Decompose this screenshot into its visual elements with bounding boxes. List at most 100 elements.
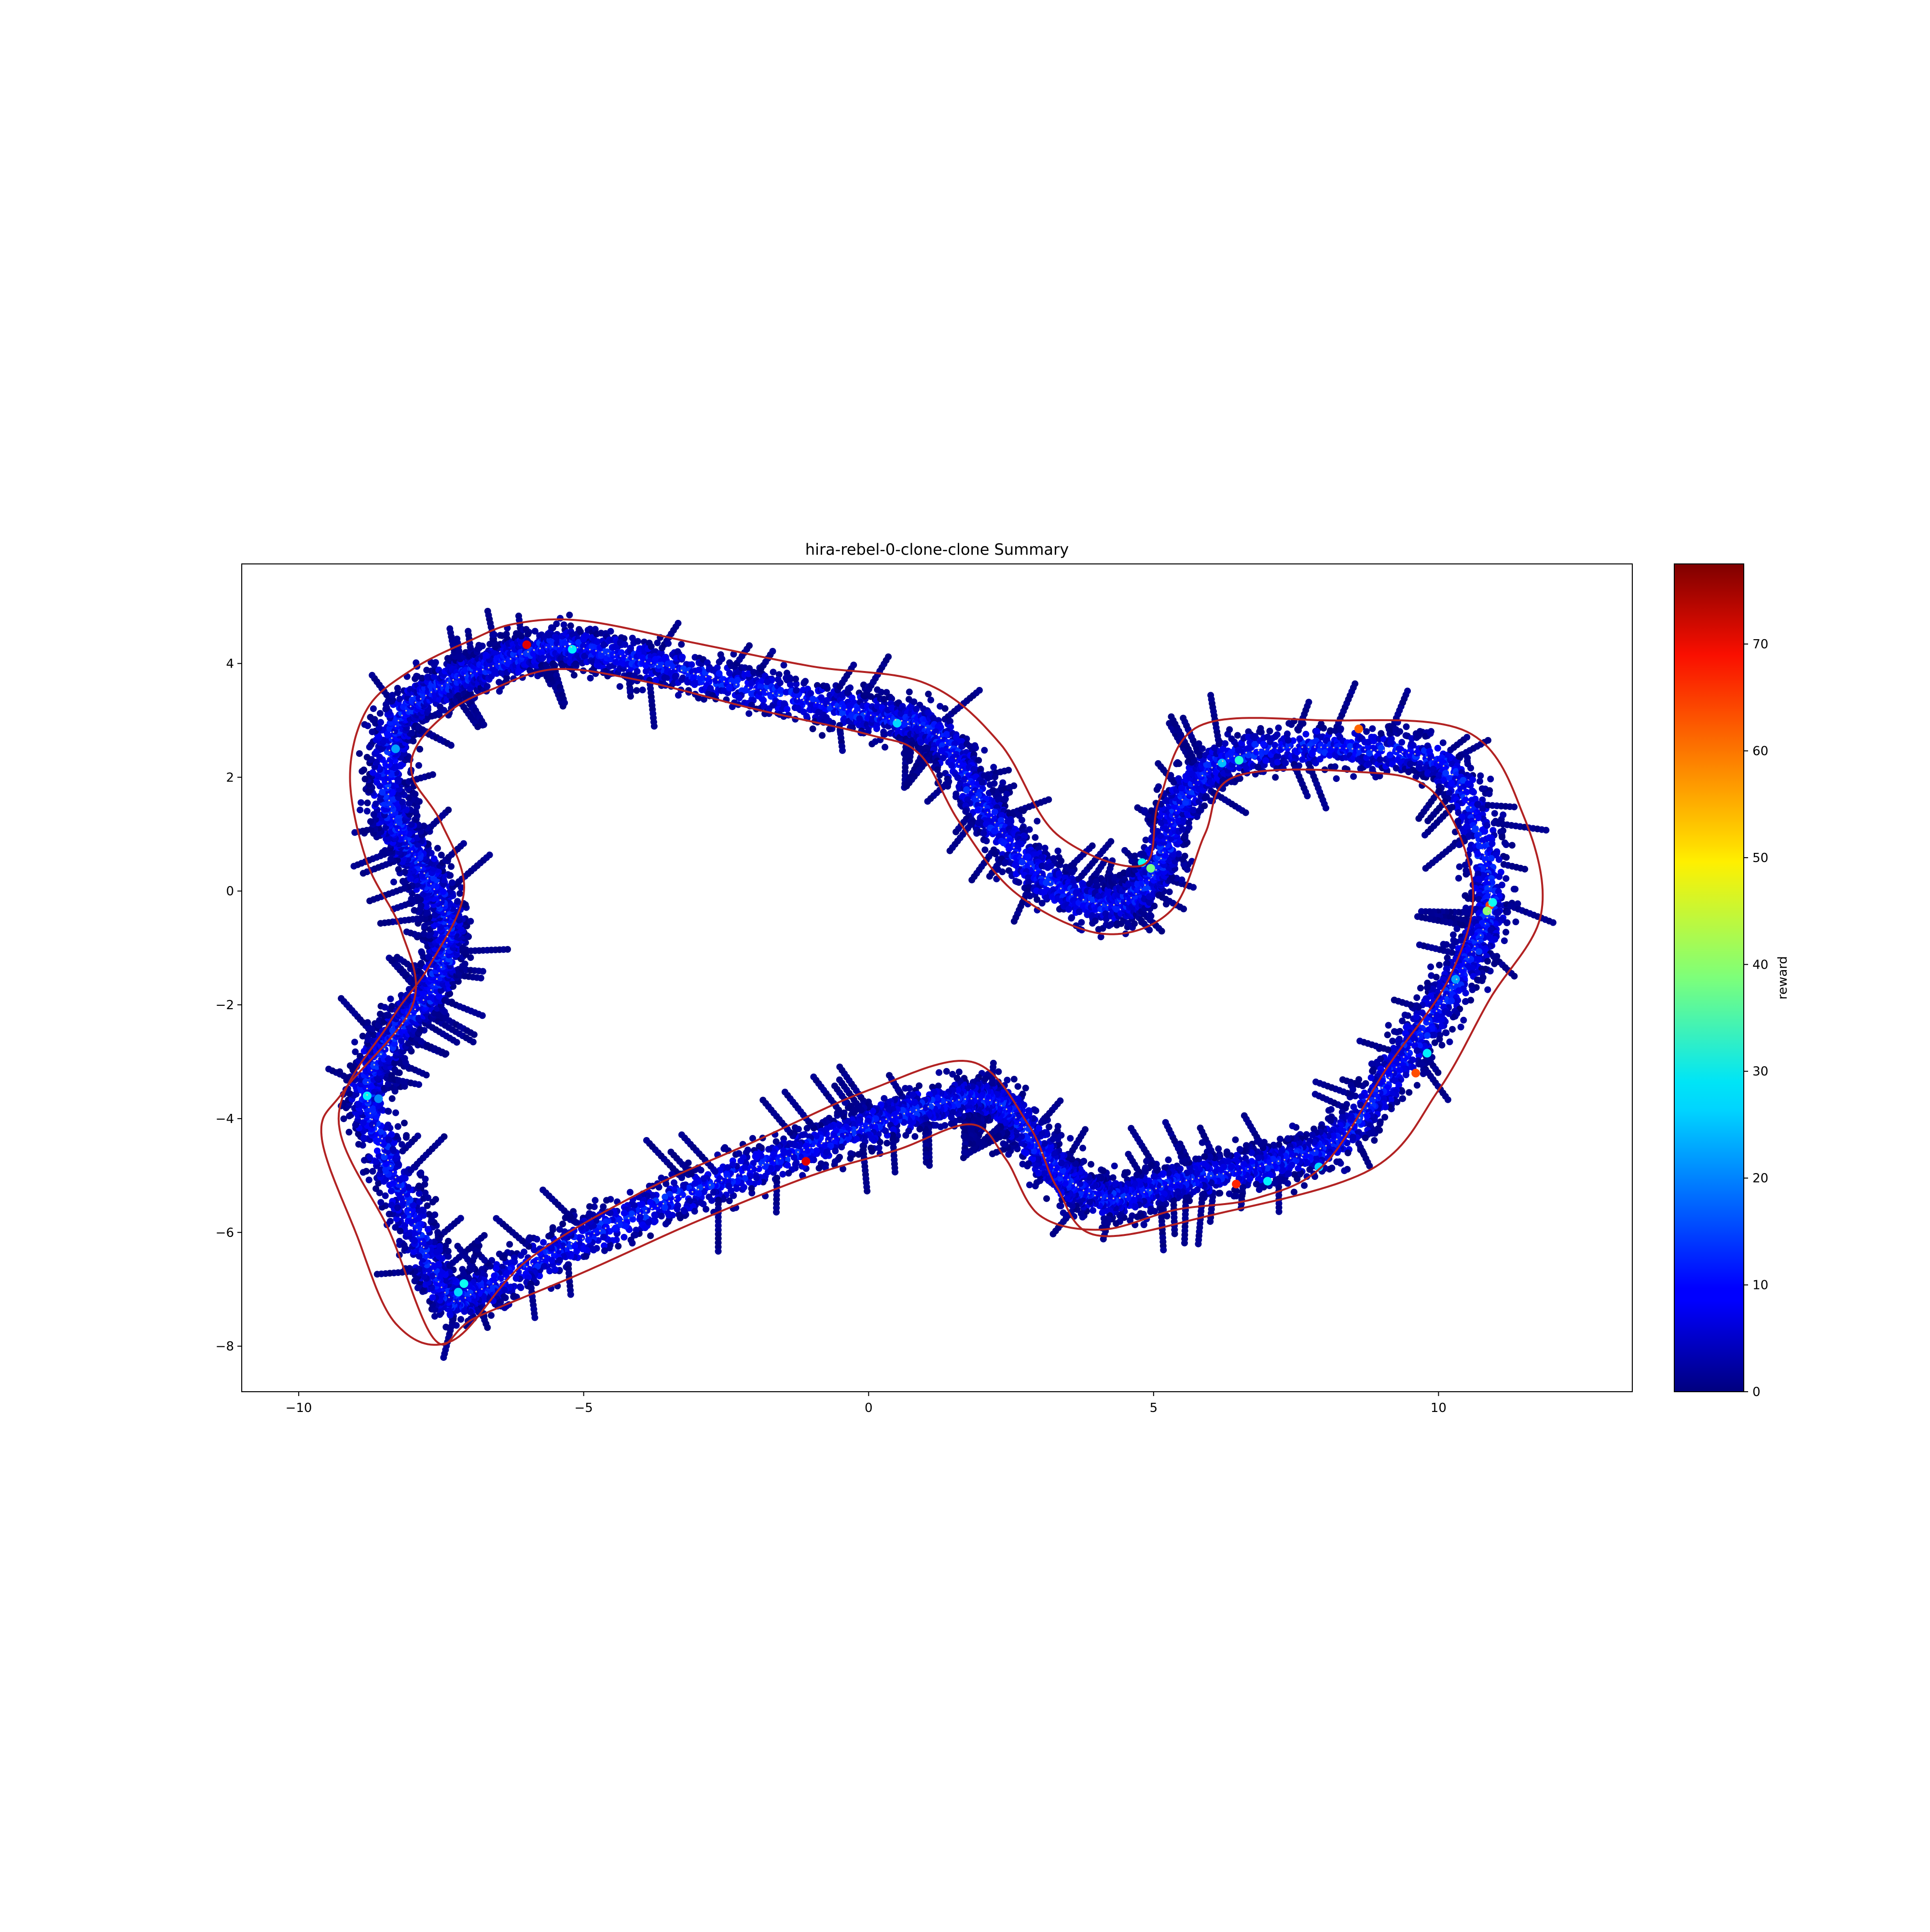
trajectory-point xyxy=(1131,920,1138,927)
trajectory-point xyxy=(1489,840,1496,847)
trajectory-point xyxy=(665,640,672,647)
trajectory-point xyxy=(793,686,800,694)
trajectory-point xyxy=(1511,803,1518,810)
trajectory-point xyxy=(1264,733,1271,740)
trajectory-point xyxy=(1323,805,1329,812)
trajectory-point xyxy=(924,798,931,805)
trajectory-point xyxy=(726,684,733,691)
trajectory-point xyxy=(844,689,851,696)
trajectory-point xyxy=(1257,725,1264,732)
trajectory-point xyxy=(1045,796,1052,803)
trajectory-point xyxy=(976,687,983,694)
trajectory-point xyxy=(582,631,590,639)
trajectory-point xyxy=(1453,925,1461,932)
trajectory-point xyxy=(539,655,546,662)
trajectory-point xyxy=(873,724,880,731)
trajectory-point xyxy=(697,675,704,682)
trajectory-point xyxy=(1391,997,1398,1003)
trajectory-point xyxy=(1404,687,1411,695)
trajectory-point xyxy=(1350,773,1357,780)
trajectory-point xyxy=(979,779,986,786)
trajectory-point xyxy=(906,757,913,764)
trajectory-point xyxy=(1311,745,1318,752)
trajectory-point xyxy=(1420,1070,1427,1077)
trajectory-point xyxy=(1499,834,1506,841)
trajectory-point xyxy=(1521,865,1529,873)
trajectory-point xyxy=(1424,817,1432,824)
trajectory-point xyxy=(553,620,560,628)
trajectory-point xyxy=(631,672,638,679)
trajectory-point xyxy=(1443,1029,1450,1036)
trajectory-point xyxy=(1282,759,1289,767)
trajectory-point xyxy=(795,705,801,712)
trajectory-point xyxy=(1369,725,1376,732)
trajectory-point xyxy=(910,698,918,705)
trajectory-point xyxy=(1414,913,1421,920)
trajectory-point xyxy=(1367,1074,1375,1081)
trajectory-point xyxy=(1460,1016,1467,1024)
trajectory-point xyxy=(1439,739,1447,746)
trajectory-point xyxy=(1495,856,1503,863)
trajectory-point xyxy=(1305,699,1312,706)
trajectory-point xyxy=(515,612,522,619)
trajectory-point xyxy=(1313,727,1321,735)
trajectory-point xyxy=(1032,834,1039,841)
trajectory-point xyxy=(1155,783,1162,790)
trajectory-point xyxy=(1434,745,1441,752)
trajectory-point xyxy=(639,686,646,694)
trajectory-point xyxy=(607,628,614,635)
trajectory-point xyxy=(1401,1012,1408,1018)
trajectory-point xyxy=(1166,888,1173,895)
trajectory-point xyxy=(839,747,846,754)
trajectory-point xyxy=(1068,915,1075,922)
trajectory-point xyxy=(1351,680,1359,687)
trajectory-point xyxy=(1385,1069,1392,1077)
trajectory-point xyxy=(1387,739,1394,746)
trajectory-point xyxy=(1503,875,1510,882)
trajectory-point xyxy=(1058,857,1065,864)
trajectory-point xyxy=(1491,960,1498,967)
trajectory-point xyxy=(661,674,668,681)
trajectory-point xyxy=(1010,918,1018,925)
trajectory-point xyxy=(906,688,913,696)
trajectory-point xyxy=(1141,807,1148,814)
trajectory-point xyxy=(1262,757,1269,764)
trajectory-point xyxy=(612,644,620,651)
trajectory-point xyxy=(674,648,681,655)
trajectory-point xyxy=(807,690,814,697)
trajectory-point xyxy=(691,679,699,686)
trajectory-point xyxy=(946,847,953,854)
trajectory-point xyxy=(745,710,753,717)
trajectory-point xyxy=(1181,852,1188,860)
trajectory-point xyxy=(1190,807,1197,814)
trajectory-point xyxy=(1491,810,1498,817)
trajectory-point xyxy=(1026,826,1033,833)
trajectory-point xyxy=(1475,948,1483,955)
trajectory-point xyxy=(1339,1076,1346,1083)
trajectory-point xyxy=(1464,754,1471,762)
trajectory-point xyxy=(1402,732,1409,739)
trajectory-point xyxy=(1470,789,1477,796)
trajectory-point xyxy=(678,641,685,648)
trajectory-point xyxy=(824,685,831,692)
trajectory-point xyxy=(1316,755,1323,763)
trajectory-point xyxy=(1005,767,1012,774)
trajectory-point xyxy=(1446,1038,1453,1045)
trajectory-point xyxy=(672,672,679,680)
trajectory-point xyxy=(1398,739,1406,746)
trajectory-point xyxy=(1302,730,1310,738)
trajectory-point xyxy=(850,661,857,669)
trajectory-point xyxy=(1175,760,1183,767)
trajectory-point xyxy=(1121,847,1129,854)
trajectory-point xyxy=(1107,838,1115,845)
trajectory-point xyxy=(1168,713,1175,720)
trajectory-point xyxy=(650,723,658,730)
trajectory-point xyxy=(1485,737,1491,744)
trajectory-point xyxy=(1496,873,1503,880)
trajectory-point xyxy=(1254,764,1261,770)
trajectory-point xyxy=(1503,919,1511,926)
trajectory-point xyxy=(1250,733,1257,740)
trajectory-point xyxy=(523,626,530,633)
trajectory-point xyxy=(1201,802,1208,809)
trajectory-point xyxy=(675,619,682,627)
